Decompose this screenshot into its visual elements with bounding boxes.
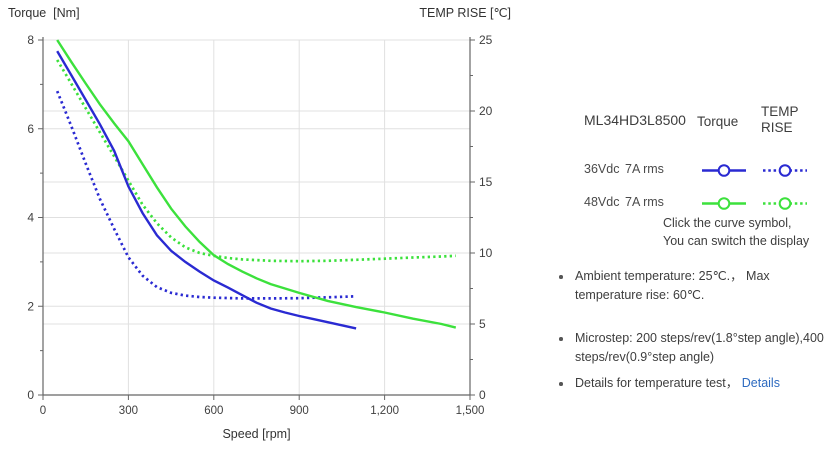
legend-column-temp-rise: TEMP RISE: [761, 104, 799, 135]
legend-row1-voltage: 36Vdc: [584, 162, 620, 176]
model-number: ML34HD3L8500: [584, 112, 686, 128]
legend-symbol-36v-torque[interactable]: [700, 163, 748, 178]
legend-column-torque: Torque: [697, 114, 739, 129]
switch-display-hint: Click the curve symbol, You can switch t…: [663, 215, 809, 250]
note-line: temperature rise: 60℃.: [575, 288, 705, 302]
right-tick-label: 25: [479, 33, 493, 47]
note-line: Ambient temperature: 25℃.， Max: [575, 269, 770, 283]
right-tick-label: 15: [479, 175, 493, 189]
note-line: Details for temperature test，: [575, 376, 739, 390]
x-tick-label: 0: [40, 405, 46, 417]
x-tick-label: 1,200: [370, 405, 399, 417]
details-link[interactable]: Details: [741, 376, 780, 390]
x-tick-label: 300: [119, 405, 138, 417]
note-line: steps/rev(0.9°step angle): [575, 350, 715, 364]
legend-row2-voltage: 48Vdc: [584, 195, 620, 209]
legend-marker-circle: [717, 197, 731, 210]
legend-symbol-36v-temp[interactable]: [761, 163, 809, 178]
left-tick-label: 8: [27, 33, 34, 47]
legend-row2-current: 7A rms: [625, 195, 664, 209]
legend-marker-circle: [717, 164, 731, 177]
hint-line-2: You can switch the display: [663, 233, 810, 248]
x-axis-title: Speed [rpm]: [222, 427, 290, 441]
curve-36vdc-7a-rms-temp-rise: [55, 90, 357, 300]
x-tick-label: 900: [290, 405, 309, 417]
right-tick-label: 20: [479, 104, 493, 118]
curve-48vdc-7a-rms-torque: [56, 39, 457, 329]
right-axis-title: TEMP RISE [℃]: [419, 6, 511, 20]
note-ambient-temperature: Ambient temperature: 25℃.， Max temperatu…: [559, 267, 825, 305]
right-tick-label: 0: [479, 388, 486, 402]
note-microstep: Microstep: 200 steps/rev(1.8°step angle)…: [559, 329, 825, 367]
curve-36vdc-7a-rms-torque: [56, 50, 357, 330]
left-axis-title: Torque [Nm]: [8, 6, 80, 20]
hint-line-1: Click the curve symbol,: [663, 216, 792, 230]
x-tick-label: 1,500: [456, 405, 485, 417]
legend-marker-circle: [778, 197, 792, 210]
left-tick-label: 4: [27, 211, 34, 225]
legend-marker-circle: [778, 164, 792, 177]
right-tick-label: 10: [479, 246, 493, 260]
legend-panel: ML34HD3L8500 Torque TEMP RISE 36Vdc 7A r…: [530, 0, 832, 452]
note-line: Microstep: 200 steps/rev(1.8°step angle)…: [575, 331, 824, 345]
left-tick-label: 0: [27, 388, 34, 402]
right-tick-label: 5: [479, 317, 486, 331]
torque-temp-chart: 0 300 600 900 1,200 1,500 0 2 4 6 8 0 5 10 15 20 25 Torqu…: [8, 6, 511, 441]
note-temperature-test: Details for temperature test， Details: [559, 374, 825, 393]
legend-row1-current: 7A rms: [625, 162, 664, 176]
x-tick-label: 600: [204, 405, 223, 417]
left-tick-label: 6: [27, 122, 34, 136]
left-tick-label: 2: [27, 299, 34, 313]
legend-symbol-48v-temp[interactable]: [761, 196, 809, 211]
legend-symbol-48v-torque[interactable]: [700, 196, 748, 211]
